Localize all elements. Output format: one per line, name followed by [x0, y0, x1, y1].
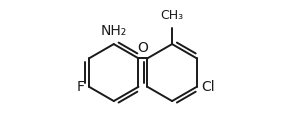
- Text: F: F: [77, 80, 85, 94]
- Text: NH₂: NH₂: [101, 24, 127, 38]
- Text: O: O: [138, 41, 148, 55]
- Text: CH₃: CH₃: [161, 9, 184, 22]
- Text: Cl: Cl: [201, 80, 214, 94]
